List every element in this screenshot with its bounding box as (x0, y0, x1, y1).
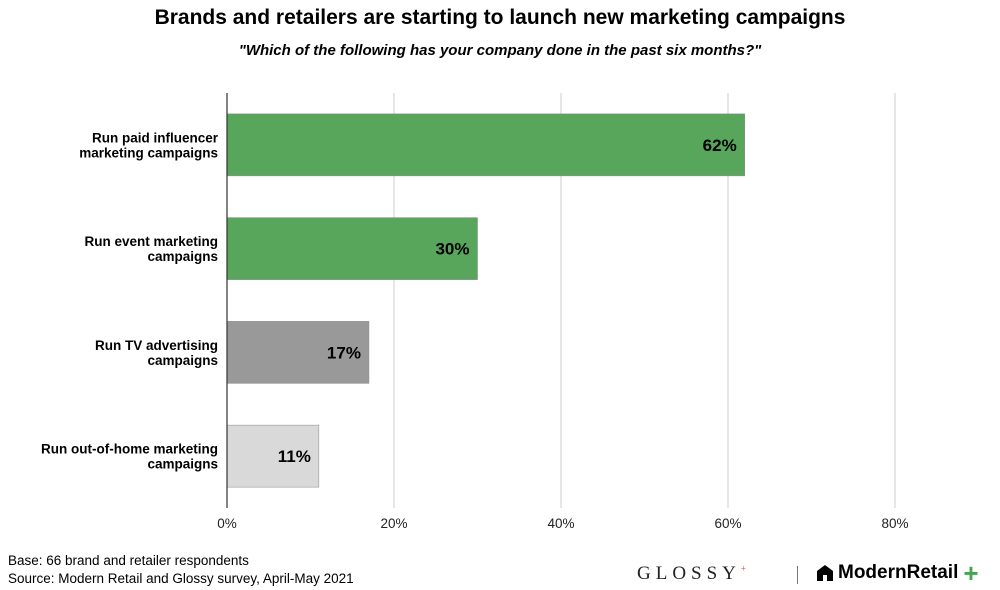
bar (226, 321, 370, 384)
data-label: 62% (703, 136, 737, 155)
data-label: 11% (278, 447, 311, 466)
category-label: Run TV advertising (95, 338, 218, 353)
footnote-source: Source: Modern Retail and Glossy survey,… (8, 571, 354, 586)
category-label: campaigns (147, 249, 218, 264)
footnote-base: Base: 66 brand and retailer respondents (8, 553, 249, 568)
x-tick-label: 60% (714, 516, 741, 531)
glossy-logo-mark: + (740, 563, 746, 574)
category-label: campaigns (147, 353, 218, 368)
chart-title: Brands and retailers are starting to lau… (154, 6, 846, 29)
glossy-logo: GLOSSY+ (637, 563, 746, 585)
chart-subtitle: "Which of the following has your company… (238, 42, 762, 59)
bar-chart: 0% 20% 40% 60% 80% 62% Run paid influencermark… (41, 93, 909, 531)
category-label: Run paid influencer (92, 130, 219, 145)
glossy-logo-text: GLOSSY (637, 563, 741, 584)
category-label: Run out-of-home marketing (41, 442, 218, 457)
modern-retail-logo: ModernRetail + (816, 557, 979, 588)
x-tick-label: 40% (547, 516, 574, 531)
logo-divider (797, 566, 798, 584)
data-label: 30% (435, 240, 469, 259)
bar (226, 424, 320, 488)
category-label: marketing campaigns (79, 145, 218, 160)
modern-retail-logo-text: ModernRetail (838, 562, 959, 583)
category-label: campaigns (147, 457, 218, 472)
x-tick-label: 80% (881, 516, 908, 531)
category-label: Run event marketing (84, 234, 218, 249)
modern-retail-logo-mark: + (963, 557, 979, 588)
bar (226, 217, 478, 280)
data-label: 17% (327, 343, 361, 362)
bar (226, 113, 745, 177)
building-icon (817, 565, 833, 581)
x-tick-label: 0% (217, 516, 237, 531)
x-tick-label: 20% (380, 516, 407, 531)
